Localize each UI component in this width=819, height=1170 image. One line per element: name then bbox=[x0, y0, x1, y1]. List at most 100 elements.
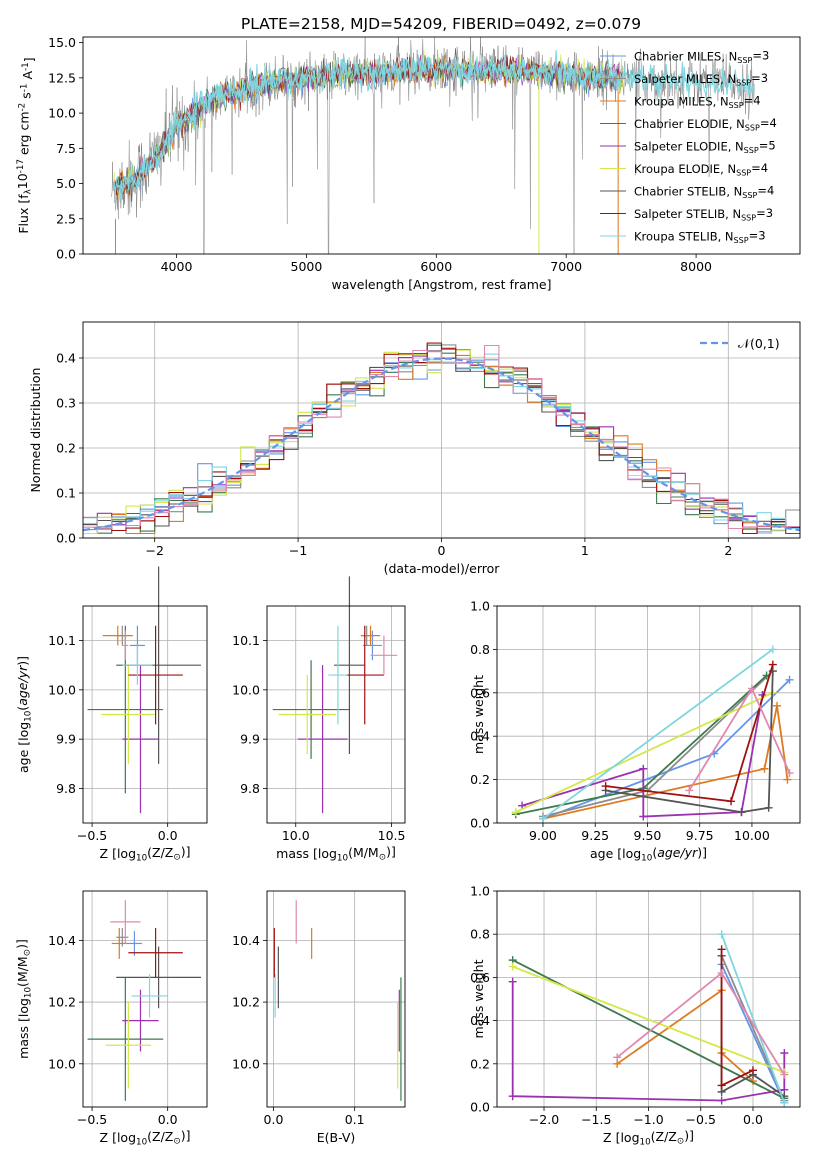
text-span: (Z/Z bbox=[147, 1129, 173, 1144]
text-span: SSP bbox=[745, 123, 760, 132]
text-span: mass weight bbox=[471, 675, 486, 754]
grid bbox=[83, 606, 207, 823]
y-axis-label: mass [log10(M/M⊙)] bbox=[14, 939, 34, 1059]
text-span: Chabrier MILES, N bbox=[634, 50, 737, 64]
y-tick-label: 5.0 bbox=[56, 176, 76, 191]
model-spectrum-kroupa-stelib-full bbox=[113, 49, 755, 194]
text-span: )] bbox=[697, 845, 707, 860]
text-span: Kroupa MILES, N bbox=[634, 95, 729, 109]
y-tick-label: 0.0 bbox=[56, 247, 76, 262]
legend-label-kroupa-miles: Kroupa MILES, NSSP=4 bbox=[634, 93, 761, 109]
weight-marker bbox=[780, 1070, 789, 1079]
y-tick-label: 10.4 bbox=[48, 933, 76, 948]
x-axis-label: age [log10(age/yr)] bbox=[590, 845, 707, 864]
errorbar-point-kroupa-miles bbox=[102, 625, 133, 646]
y-tick-label: 0.6 bbox=[470, 970, 490, 985]
grid bbox=[267, 891, 405, 1107]
text-span: Chabrier STELIB, N bbox=[634, 185, 742, 199]
weight-marker bbox=[601, 782, 610, 791]
text-span: (Z/Z bbox=[651, 1129, 677, 1144]
x-tick-label: −1.5 bbox=[581, 1112, 611, 1127]
x-axis-label: E(B-V) bbox=[317, 1130, 356, 1145]
plot-area bbox=[272, 576, 398, 814]
errorbar-point-kroupa-elodie bbox=[278, 675, 336, 754]
text-span: 10 bbox=[136, 1138, 147, 1148]
y-axis-label: mass weight bbox=[471, 959, 486, 1038]
weight-marker bbox=[773, 701, 782, 710]
errorbar-point-chabrier-elodie bbox=[87, 977, 164, 1101]
text-span: )] bbox=[386, 844, 396, 859]
errorbar-point-kroupa-stelib bbox=[122, 645, 153, 685]
axes-frame bbox=[82, 36, 801, 255]
weight-marker bbox=[717, 969, 726, 978]
plot-area bbox=[87, 566, 201, 814]
errorbar-point-pink bbox=[122, 630, 129, 661]
weight-marker bbox=[639, 812, 648, 821]
text-span: =4 bbox=[744, 93, 761, 107]
x-axis-label: Z [log10(Z/Z⊙)] bbox=[603, 1128, 694, 1148]
weight-marker bbox=[538, 814, 547, 823]
y-tick-label: 0.4 bbox=[470, 1013, 490, 1028]
weight-series-kroupa-stelib bbox=[717, 930, 789, 1107]
weight-marker bbox=[508, 1092, 517, 1101]
text-span: -2 bbox=[18, 103, 28, 112]
y-tick-label: 10.1 bbox=[48, 633, 76, 648]
panel-age_vs_mass: 10.0 10.5 9.8 9.9 10.0 10.1 mass [log10(M/M⊙)] bbox=[232, 576, 406, 864]
weight-series-pink bbox=[613, 969, 789, 1079]
grid bbox=[267, 606, 405, 823]
errorbar-point-kroupa-stelib bbox=[328, 625, 348, 725]
weight-line bbox=[720, 964, 786, 1104]
weight-marker bbox=[511, 808, 520, 817]
x-tick-label: −2 bbox=[145, 543, 163, 558]
legend-label-kroupa-stelib: Kroupa STELIB, NSSP=3 bbox=[634, 228, 766, 244]
y-tick-label: 10.1 bbox=[232, 633, 260, 648]
weight-marker bbox=[768, 660, 777, 669]
y-tick-label: 15.0 bbox=[48, 35, 76, 50]
text-span: (data-model)/error bbox=[384, 561, 501, 576]
text-span: mass [log bbox=[276, 846, 337, 861]
y-tick-label: 10.4 bbox=[232, 933, 260, 948]
weight-marker bbox=[737, 808, 746, 817]
x-tick-label: 10.5 bbox=[378, 828, 406, 843]
weight-marker bbox=[768, 645, 777, 654]
text-span: Z [log bbox=[603, 1130, 639, 1145]
x-tick-label: −1 bbox=[289, 543, 307, 558]
y-tick-label: 12.5 bbox=[48, 70, 76, 85]
weight-series-salpeter-stelib bbox=[601, 660, 777, 806]
x-tick-label: 0 bbox=[438, 543, 446, 558]
y-tick-label: 0.0 bbox=[470, 816, 490, 831]
text-span: ⊙ bbox=[379, 853, 386, 863]
x-tick-label: −0.5 bbox=[77, 1112, 107, 1127]
y-tick-label: 7.5 bbox=[56, 141, 76, 156]
text-span: Kroupa STELIB, N bbox=[634, 230, 734, 244]
text-span: ( bbox=[15, 706, 30, 711]
text-span: 10 bbox=[136, 854, 147, 864]
y-tick-label: 10.0 bbox=[48, 1056, 76, 1071]
text-span: age/yr bbox=[657, 845, 698, 860]
x-axis-label: Z [log10(Z/Z⊙)] bbox=[100, 1128, 191, 1148]
histogram-pink bbox=[83, 344, 800, 530]
weight-line bbox=[512, 959, 785, 1100]
errorbar-point-pink bbox=[110, 900, 141, 944]
x-tick-label: −1.0 bbox=[633, 1112, 663, 1127]
weight-marker bbox=[780, 1098, 789, 1107]
x-tick-label: 2 bbox=[724, 543, 732, 558]
text-span: Chabrier ELODIE, N bbox=[634, 117, 745, 131]
x-axis-label: Z [log10(Z/Z⊙)] bbox=[100, 844, 191, 864]
x-tick-label: 9.00 bbox=[529, 828, 557, 843]
weight-marker bbox=[760, 764, 769, 773]
x-tick-label: −0.5 bbox=[686, 1112, 716, 1127]
x-tick-label: 10.0 bbox=[282, 828, 310, 843]
text-span: (M/M bbox=[348, 845, 379, 860]
y-tick-label: 10.0 bbox=[48, 682, 76, 697]
errorbar-point-chabrier-stelib bbox=[116, 946, 201, 1009]
weight-marker bbox=[508, 977, 517, 986]
y-tick-label: 1.0 bbox=[470, 884, 490, 899]
text-span: A bbox=[20, 71, 35, 84]
x-tick-label: 8000 bbox=[680, 259, 712, 274]
text-span: SSP bbox=[737, 56, 752, 65]
text-span: 10 bbox=[337, 854, 348, 864]
x-tick-label: 9.75 bbox=[686, 828, 714, 843]
text-span: s bbox=[18, 92, 33, 103]
errorbar-point-salpeter-stelib bbox=[345, 625, 384, 725]
